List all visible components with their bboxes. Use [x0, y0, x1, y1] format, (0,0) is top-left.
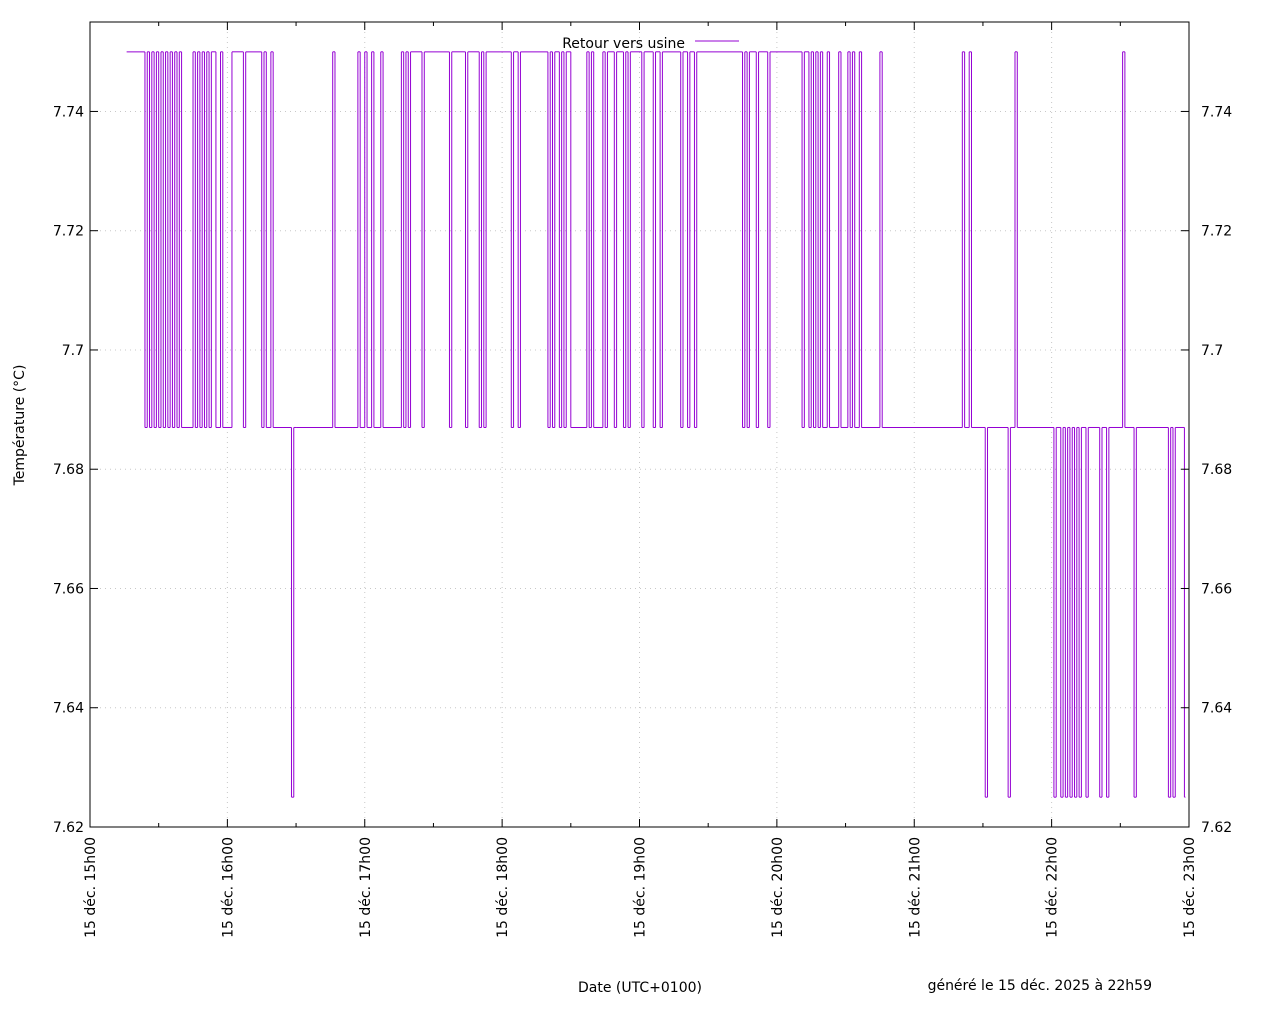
- y-tick-label-right: 7.66: [1201, 581, 1232, 597]
- x-axis-title: Date (UTC+0100): [578, 980, 702, 996]
- y-tick-label-right: 7.62: [1201, 820, 1232, 836]
- legend-label: Retour vers usine: [562, 36, 685, 52]
- label-layer: 7.62 7.62 7.64 7.64 7.66 7.66 7.68 7.68 7.7 7.7 7.…: [53, 104, 1232, 937]
- x-tick-label: 15 déc. 15h00: [83, 837, 99, 938]
- x-tick-label: 15 déc. 16h00: [220, 837, 236, 938]
- tick-layer: [89, 22, 1190, 828]
- x-tick-label: 15 déc. 21h00: [907, 837, 923, 938]
- y-tick-label: 7.68: [53, 462, 84, 478]
- y-tick-label-right: 7.7: [1201, 343, 1223, 359]
- y-tick-label: 7.74: [53, 104, 84, 120]
- x-tick-label: 15 déc. 23h00: [1182, 837, 1198, 938]
- legend: Retour vers usine: [562, 36, 739, 52]
- grid-layer: [90, 22, 1189, 827]
- y-tick-label: 7.66: [53, 581, 84, 597]
- y-tick-label-right: 7.74: [1201, 104, 1232, 120]
- y-tick-label: 7.62: [53, 820, 84, 836]
- x-tick-label: 15 déc. 18h00: [495, 837, 511, 938]
- series-line: [126, 51, 1186, 798]
- x-tick-label: 15 déc. 22h00: [1045, 837, 1061, 938]
- y-tick-label-right: 7.64: [1201, 701, 1232, 717]
- x-tick-label: 15 déc. 19h00: [633, 837, 649, 938]
- y-tick-label-right: 7.72: [1201, 224, 1232, 240]
- x-tick-label: 15 déc. 17h00: [358, 837, 374, 938]
- y-tick-label: 7.64: [53, 701, 84, 717]
- y-tick-label: 7.72: [53, 224, 84, 240]
- x-tick-label: 15 déc. 20h00: [770, 837, 786, 938]
- y-tick-label: 7.7: [62, 343, 84, 359]
- y-axis-title: Température (°C): [12, 365, 28, 487]
- series-layer: [126, 51, 1186, 798]
- generated-footer: généré le 15 déc. 2025 à 22h59: [928, 978, 1152, 994]
- y-tick-label-right: 7.68: [1201, 462, 1232, 478]
